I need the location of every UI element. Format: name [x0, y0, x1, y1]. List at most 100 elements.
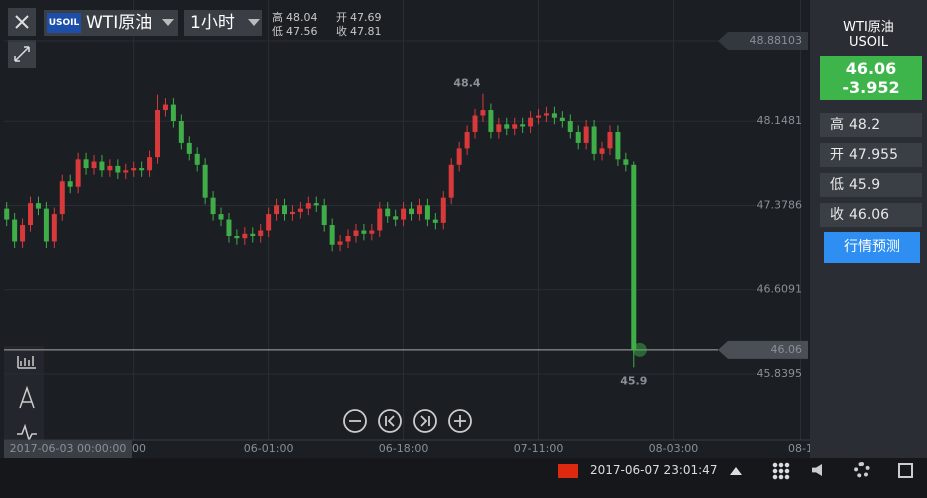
candle-body	[496, 124, 502, 132]
ohlc-label: 高	[272, 11, 283, 24]
candle-body	[488, 110, 494, 132]
candle-body	[551, 113, 557, 118]
candle-body	[345, 235, 351, 242]
candle-body	[131, 168, 137, 171]
settings-button[interactable]	[854, 462, 870, 478]
candle-body	[401, 208, 407, 220]
candle-body	[575, 131, 581, 143]
ohlc-label: 开	[336, 11, 347, 24]
candle-body	[297, 208, 303, 212]
scroll-start[interactable]	[378, 409, 402, 433]
candle-body	[305, 203, 311, 209]
candle-body	[155, 110, 161, 158]
candle-body	[536, 115, 542, 118]
stat-value: 46.06	[849, 207, 890, 223]
candle-body	[218, 214, 224, 220]
zoom-in[interactable]	[448, 409, 472, 433]
flag	[558, 464, 578, 478]
stat-value: 47.955	[849, 147, 898, 163]
stat: 收 46.06	[820, 203, 922, 227]
draw-tool[interactable]	[19, 385, 35, 409]
x-tick-label: 07-11:00	[514, 442, 564, 455]
scroll-end[interactable]	[413, 409, 437, 433]
forecast-button[interactable]: 行情预测	[824, 232, 920, 263]
cursor-time: 2017-06-03 00:00:00	[10, 442, 127, 455]
stat-label: 收	[830, 207, 844, 223]
candle-body	[448, 164, 454, 198]
candle-body	[51, 214, 57, 242]
candle-body	[67, 181, 73, 187]
candle-body	[99, 161, 105, 171]
candle-body	[591, 126, 597, 154]
last-price-label: 46.06	[771, 343, 803, 356]
cursor-time-box	[4, 440, 132, 458]
candle-body	[504, 124, 510, 129]
candle-body	[202, 164, 208, 198]
candle-body	[567, 121, 573, 132]
up-button[interactable]	[730, 467, 742, 475]
zoom-out[interactable]	[343, 409, 367, 433]
candle-body	[520, 124, 526, 127]
candle-body	[631, 164, 637, 350]
candle-body	[12, 219, 18, 242]
candle-body	[432, 219, 438, 223]
x-tick-label: 08-1	[788, 442, 810, 455]
ohlc-item: 开 47.69	[336, 11, 400, 25]
candle-body	[274, 205, 280, 215]
wave-tool[interactable]	[17, 423, 37, 443]
stat: 开 47.955	[820, 143, 922, 167]
quote-name: WTI原油	[843, 20, 894, 35]
candle-body	[258, 230, 264, 236]
mute-button[interactable]	[812, 464, 822, 476]
price-box: 46.06 -3.952	[820, 56, 922, 100]
price: 46.06	[845, 59, 897, 78]
candle-body	[528, 117, 534, 127]
cursor-ohlc: 高 48.04 开 47.69低 47.56 收 47.81	[272, 11, 402, 39]
ohlc-label: 低	[272, 25, 283, 38]
candle-body	[361, 230, 367, 234]
candle-body	[28, 203, 34, 226]
candle-body	[242, 233, 248, 239]
caret	[248, 19, 260, 32]
indicator-tool[interactable]	[17, 356, 36, 369]
stat-label: 低	[830, 177, 844, 193]
ohlc-label: 收	[336, 25, 347, 38]
y-tick-label: 45.8395	[757, 367, 803, 380]
candle-body	[440, 197, 446, 223]
icon	[454, 415, 466, 427]
y-tick-label: 47.3786	[757, 198, 803, 211]
candle-body	[313, 203, 319, 206]
candle-body	[512, 124, 518, 129]
instrument: WTI原油	[86, 13, 153, 33]
candle-body	[186, 142, 192, 154]
stat-label: 高	[830, 117, 844, 133]
ohlc-item: 低 47.56	[272, 25, 336, 39]
max-label: 48.4	[453, 77, 480, 90]
fullscreen-button[interactable]	[898, 463, 913, 478]
candle-body	[83, 159, 89, 169]
ohlc-value: 47.69	[350, 11, 382, 24]
candle-body	[107, 165, 113, 171]
candle-body	[147, 157, 153, 171]
candle-body	[424, 205, 430, 220]
stat-label: 开	[830, 147, 844, 163]
grid	[4, 0, 801, 440]
grid-button[interactable]	[772, 462, 790, 480]
candle-body	[599, 148, 605, 154]
ohlc-value: 47.56	[286, 25, 318, 38]
candle-body	[369, 230, 375, 234]
candle-body	[91, 161, 97, 169]
candle-body	[266, 214, 272, 231]
candle-body	[210, 197, 216, 215]
x-tick-label: 08-03:00	[649, 442, 699, 455]
stat: 高 48.2	[820, 113, 922, 137]
candle-body	[456, 148, 462, 165]
candle-body	[162, 104, 168, 111]
close-icon	[15, 15, 29, 29]
candle-body	[607, 131, 613, 149]
symbol-badge: USOIL	[47, 13, 81, 33]
y-tick-label: 48.88103	[750, 34, 803, 47]
candle-body	[43, 208, 49, 242]
candle-body	[416, 205, 422, 215]
candle-body	[559, 117, 565, 122]
